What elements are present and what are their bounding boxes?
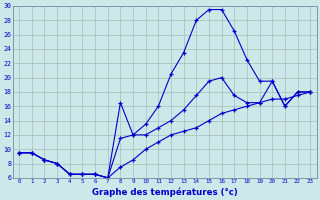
X-axis label: Graphe des températures (°c): Graphe des températures (°c) [92, 187, 237, 197]
